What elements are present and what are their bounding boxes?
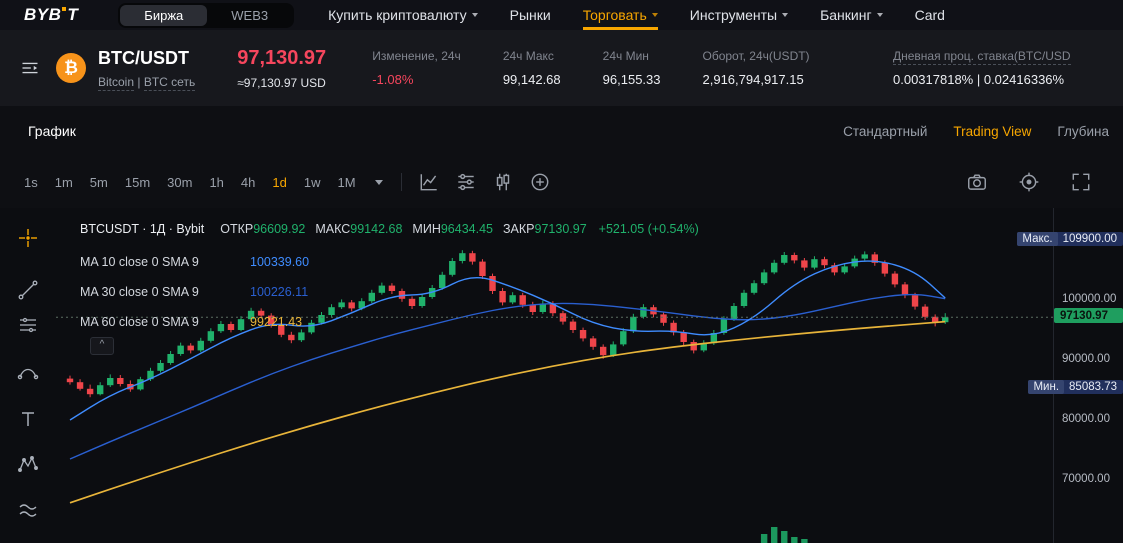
- stat-turnover-24h: Оборот, 24ч(USDT) 2,916,794,917.15: [702, 49, 810, 87]
- pair-subtitle: Bitcoin | BTC сеть: [98, 74, 196, 91]
- logo-text: BYB: [24, 5, 62, 24]
- logo-dot-icon: [62, 7, 67, 11]
- nav-item-markets[interactable]: Рынки: [509, 7, 551, 23]
- chart-header: График Стандартный Trading View Глубина: [0, 106, 1123, 156]
- trend-line-icon[interactable]: [16, 278, 40, 302]
- collapse-legend-button[interactable]: ^: [90, 337, 114, 355]
- pair-info: BTC/USDT Bitcoin | BTC сеть: [98, 47, 196, 91]
- legend-symbol: BTCUSDT · 1Д · Bybit: [80, 222, 205, 236]
- tab-web3[interactable]: WEB3: [231, 7, 269, 23]
- timeframe-1m[interactable]: 1m: [54, 174, 73, 190]
- candlestick-chart[interactable]: [56, 208, 1053, 543]
- timeframe-1M[interactable]: 1M: [337, 174, 356, 190]
- timeframe-1h[interactable]: 1h: [209, 174, 224, 190]
- chart-settings-icon[interactable]: [1018, 171, 1040, 193]
- top-nav: BYB T Биржа WEB3 Купить криптовалюту Рынк…: [0, 0, 1123, 30]
- timeframe-caret-icon[interactable]: [374, 179, 383, 185]
- mode-standard[interactable]: Стандартный: [843, 123, 928, 139]
- last-price-block: 97,130.97 ≈97,130.97 USD: [237, 47, 326, 90]
- chevron-down-icon: [782, 13, 789, 17]
- price-axis[interactable]: Макс. 109900.00 97130.97 Мин. 85083.73 1…: [1017, 208, 1123, 543]
- ma-line-MA10: [69, 260, 946, 421]
- network-link[interactable]: BTC сеть: [143, 74, 196, 91]
- text-tool-icon[interactable]: [16, 407, 40, 431]
- instrument-list-icon[interactable]: [20, 58, 40, 78]
- nav-menu: Купить криптовалюту Рынки Торговать Инст…: [328, 0, 945, 30]
- ma10-legend-row[interactable]: MA 10 close 0 SMA 9 100339.60: [80, 255, 310, 269]
- last-price-badge: 97130.97: [1054, 308, 1123, 324]
- timeframe-1d[interactable]: 1d: [272, 174, 287, 190]
- ticker-bar: ₿ BTC/USDT Bitcoin | BTC сеть 97,130.97 …: [0, 30, 1123, 106]
- nav-item-banking[interactable]: Банкинг: [820, 0, 883, 30]
- ma60-legend-row[interactable]: MA 60 close 0 SMA 9 99221.43: [80, 315, 303, 329]
- mode-tradingview[interactable]: Trading View: [953, 123, 1032, 139]
- stat-change-24h: Изменение, 24ч -1.08%: [372, 49, 461, 87]
- stat-high-24h: 24ч Макс 99,142.68: [502, 49, 561, 87]
- chevron-down-icon: [651, 13, 658, 17]
- nav-item-buy-crypto[interactable]: Купить криптовалюту: [328, 0, 478, 30]
- chart-title: График: [28, 123, 76, 139]
- ohlc-legend[interactable]: BTCUSDT · 1Д · Bybit ОТКР 96609.92 МАКС 99…: [80, 222, 699, 236]
- chart-type-icon[interactable]: [418, 171, 440, 193]
- toolbar-right-icons: [966, 171, 1107, 193]
- logo-text-suffix: T: [67, 5, 79, 24]
- timeframe-4h[interactable]: 4h: [240, 174, 256, 190]
- crosshair-icon[interactable]: [16, 226, 40, 250]
- nav-item-tools[interactable]: Инструменты: [690, 0, 789, 30]
- xabcd-pattern-icon[interactable]: [16, 452, 40, 476]
- timeframe-30m[interactable]: 30m: [167, 174, 193, 190]
- screenshot-icon[interactable]: [966, 171, 988, 193]
- pair-title: BTC/USDT: [98, 47, 189, 68]
- chevron-down-icon: [471, 13, 478, 17]
- timeframe-1s[interactable]: 1s: [24, 174, 38, 190]
- timeframe-5m[interactable]: 5m: [89, 174, 108, 190]
- product-switcher: Биржа WEB3: [118, 2, 295, 28]
- daily-rate-label[interactable]: Дневная проц. ставка(BTC/USD: [893, 49, 1071, 65]
- range-low-badge: Мин. 85083.73: [1028, 380, 1123, 395]
- ticker-stats: Изменение, 24ч -1.08% 24ч Макс 99,142.68…: [372, 49, 1123, 87]
- legend-change: +521.05 (+0.54%): [598, 222, 699, 236]
- parallel-lines-icon[interactable]: [16, 313, 40, 337]
- chart-mode-switcher: Стандартный Trading View Глубина: [843, 124, 1109, 139]
- arc-tool-icon[interactable]: [16, 360, 40, 384]
- drawing-tools-sidebar: [0, 208, 56, 543]
- price-tick: 100000.00: [1062, 293, 1117, 305]
- price-tick: 80000.00: [1062, 413, 1110, 425]
- range-high-badge: Макс. 109900.00: [1017, 231, 1123, 246]
- nav-item-card[interactable]: Card: [914, 7, 945, 23]
- toolbar-divider: [400, 173, 402, 191]
- ma30-legend-row[interactable]: MA 30 close 0 SMA 9 100226.11: [80, 285, 309, 299]
- indicators-icon[interactable]: [455, 171, 477, 193]
- price-tick: 70000.00: [1062, 473, 1110, 485]
- coin-name-link[interactable]: Bitcoin: [98, 74, 135, 91]
- tab-exchange[interactable]: Биржа: [120, 4, 208, 26]
- timeframe-1w[interactable]: 1w: [303, 174, 321, 190]
- chevron-down-icon: [876, 13, 883, 17]
- mode-depth[interactable]: Глубина: [1057, 123, 1109, 139]
- compare-icon[interactable]: [492, 171, 514, 193]
- last-price: 97,130.97: [237, 46, 327, 69]
- btc-coin-icon: ₿: [56, 53, 86, 83]
- ma-line-MA30: [69, 293, 946, 460]
- chart-body: BTCUSDT · 1Д · Bybit ОТКР 96609.92 МАКС 99…: [0, 208, 1123, 543]
- chart-main: BTCUSDT · 1Д · Bybit ОТКР 96609.92 МАКС 99…: [56, 208, 1053, 543]
- chart-toolbar: 1s 1m 5m 15m 30m 1h 4h 1d 1w 1M: [0, 156, 1123, 208]
- brush-waves-icon[interactable]: [16, 498, 40, 522]
- stat-low-24h: 24ч Мин 96,155.33: [602, 49, 661, 87]
- timeframe-15m[interactable]: 15m: [124, 174, 151, 190]
- bybit-logo[interactable]: BYB T: [24, 5, 78, 25]
- stat-daily-rate: Дневная проц. ставка(BTC/USD 0.00317818%…: [893, 49, 1071, 87]
- price-tick: 90000.00: [1062, 353, 1110, 365]
- plus-icon[interactable]: [529, 171, 551, 193]
- ma-line-MA60: [69, 320, 946, 504]
- fullscreen-icon[interactable]: [1070, 171, 1092, 193]
- price-usd: ≈97,130.97 USD: [237, 75, 326, 90]
- nav-item-trade[interactable]: Торговать: [582, 0, 658, 30]
